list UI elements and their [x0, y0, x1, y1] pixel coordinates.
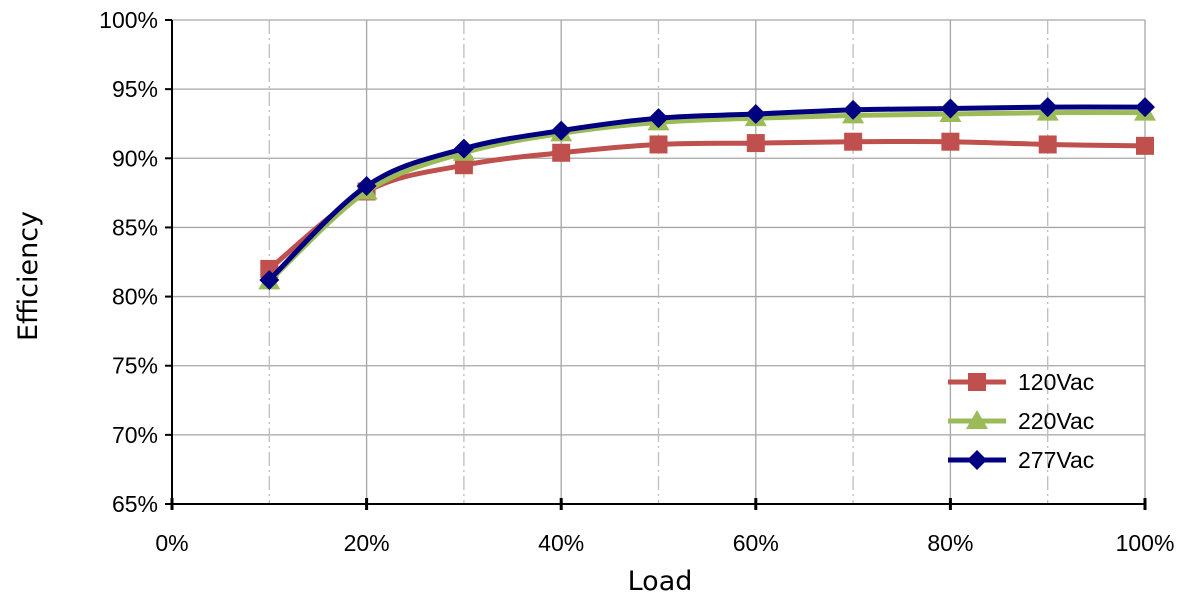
series-120Vac: [260, 132, 1154, 278]
series-277Vac: [259, 97, 1155, 290]
data-point-square: [941, 132, 960, 151]
legend: 120Vac 220Vac 277Vac: [948, 369, 1094, 473]
x-tick-label: 40%: [538, 530, 584, 556]
legend-entry: 220Vac: [948, 408, 1094, 434]
y-tick-label: 65%: [112, 491, 158, 517]
legend-label: 277Vac: [1018, 447, 1094, 473]
legend-label: 220Vac: [1018, 408, 1094, 434]
data-point-square: [746, 134, 765, 153]
x-tick-label: 60%: [733, 530, 779, 556]
series-line: [267, 138, 1146, 271]
data-point-diamond: [453, 138, 474, 159]
y-tick-label: 70%: [112, 422, 158, 448]
axes: [165, 19, 1147, 510]
data-point-square: [844, 132, 863, 151]
tick-labels: 65% 70% 75% 80% 85% 90% 95% 100% 0% 20% 40% 60% 80% 1…: [99, 7, 1174, 556]
x-tick-label: 100%: [1116, 530, 1175, 556]
y-tick-label: 85%: [112, 214, 158, 240]
legend-label: 120Vac: [1018, 369, 1094, 395]
series-line: [267, 104, 1146, 282]
series-lines: [258, 97, 1156, 290]
series-line: [267, 110, 1146, 284]
data-point-diamond: [551, 120, 572, 141]
y-tick-label: 75%: [112, 353, 158, 379]
legend-marker-diamond: [967, 450, 987, 470]
x-tick-label: 80%: [927, 530, 973, 556]
y-tick-label: 80%: [112, 284, 158, 310]
x-tick-label: 20%: [344, 530, 390, 556]
data-point-square: [1038, 135, 1057, 154]
x-axis-title: Load: [628, 566, 693, 597]
data-point-diamond: [745, 104, 766, 125]
data-point-diamond: [1037, 97, 1058, 118]
data-point-diamond: [843, 99, 864, 120]
x-tick-label: 0%: [155, 530, 188, 556]
y-tick-label: 95%: [112, 76, 158, 102]
data-point-diamond: [356, 175, 377, 196]
grid-lines: [172, 19, 1146, 504]
legend-marker-square: [968, 373, 986, 391]
data-point-square: [552, 143, 571, 162]
legend-entry: 120Vac: [948, 369, 1094, 395]
data-point-diamond: [648, 108, 669, 129]
series-220Vac: [258, 101, 1156, 290]
legend-entry: 277Vac: [948, 447, 1094, 473]
data-point-diamond: [940, 98, 961, 119]
data-point-square: [1136, 136, 1154, 155]
y-tick-label: 90%: [112, 145, 158, 171]
y-axis-title: Efficiency: [13, 211, 44, 341]
y-tick-label: 100%: [99, 7, 158, 33]
data-point-square: [649, 135, 668, 154]
legend-marker-triangle: [966, 410, 988, 429]
data-point-diamond: [1135, 97, 1155, 118]
data-point-diamond: [259, 269, 280, 290]
